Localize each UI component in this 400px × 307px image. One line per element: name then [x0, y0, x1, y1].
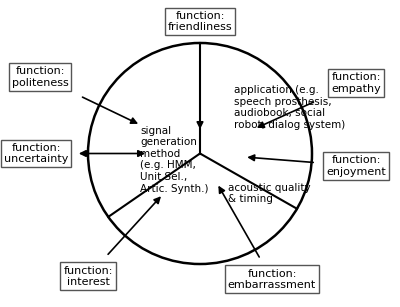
- Text: function:
interest: function: interest: [63, 266, 113, 287]
- Text: application (e.g.
speech prosthesis,
audiobook, social
robot, dialog system): application (e.g. speech prosthesis, aud…: [234, 85, 345, 130]
- Text: function:
politeness: function: politeness: [12, 66, 68, 87]
- Text: acoustic quality
& timing: acoustic quality & timing: [228, 183, 311, 204]
- Text: function:
embarrassment: function: embarrassment: [228, 269, 316, 290]
- Text: function:
uncertainty: function: uncertainty: [4, 143, 68, 164]
- Text: function:
friendliness: function: friendliness: [168, 11, 232, 32]
- Text: function:
enjoyment: function: enjoyment: [326, 155, 386, 177]
- Text: function:
empathy: function: empathy: [331, 72, 381, 94]
- Text: signal
generation
method
(e.g. HMM,
Unit Sel.,
Artic. Synth.): signal generation method (e.g. HMM, Unit…: [140, 126, 208, 194]
